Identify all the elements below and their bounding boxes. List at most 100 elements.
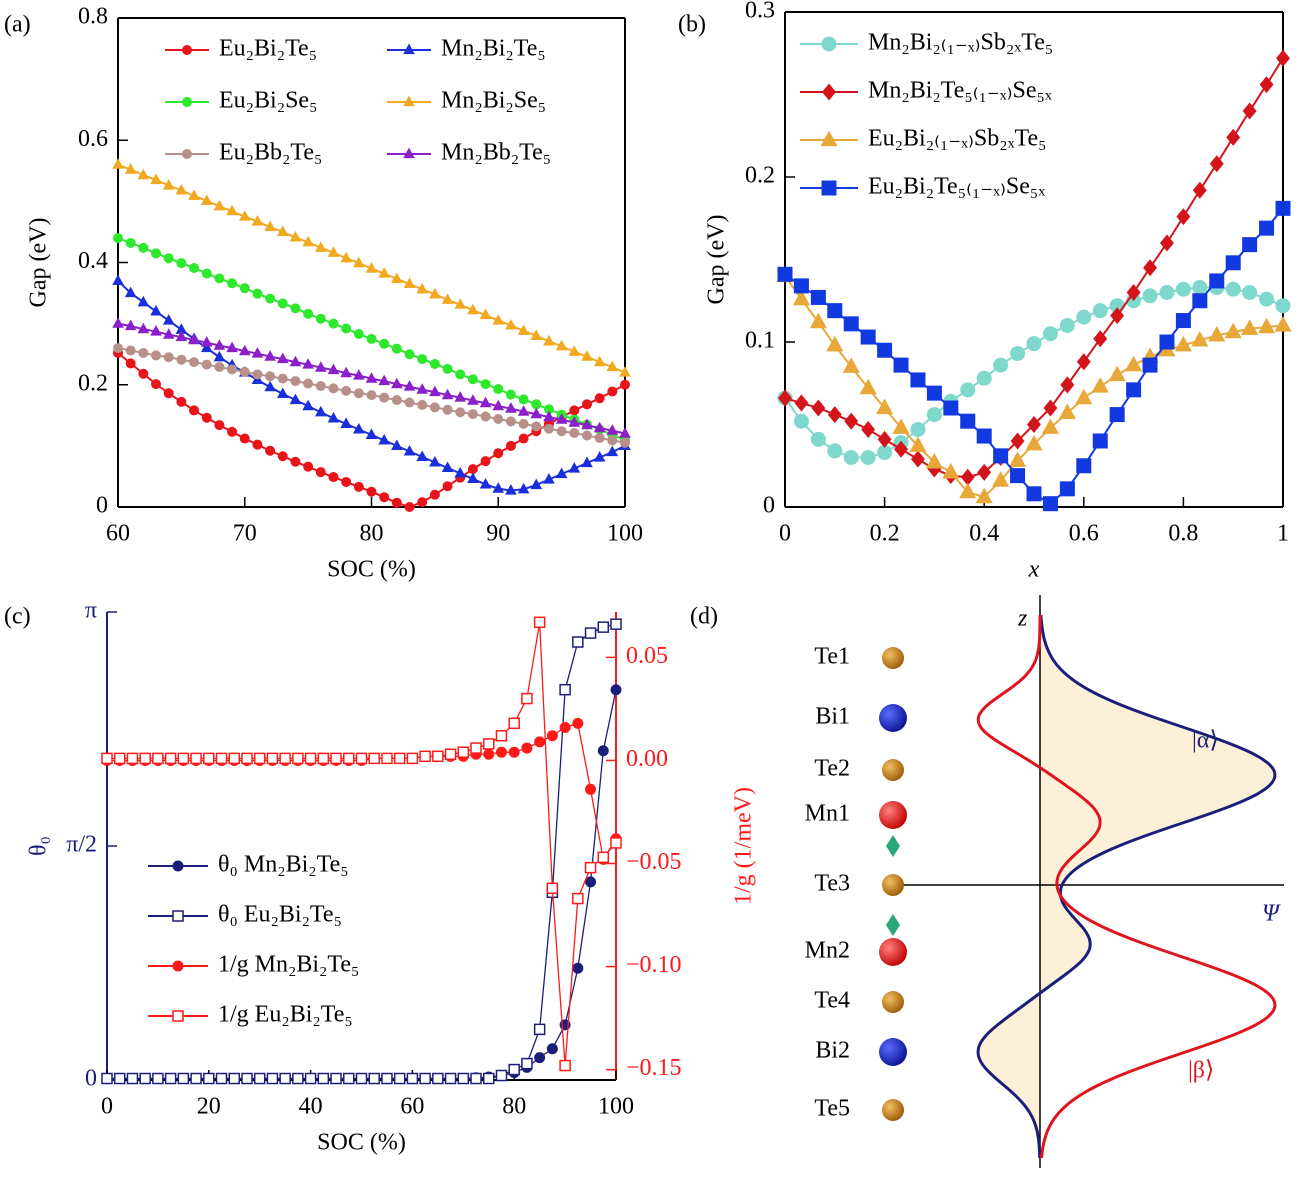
marker <box>239 433 250 444</box>
marker <box>581 456 593 468</box>
marker <box>1224 322 1242 339</box>
marker <box>1159 334 1175 350</box>
marker <box>124 319 137 331</box>
marker <box>265 445 276 456</box>
marker <box>152 752 164 765</box>
marker <box>877 342 893 358</box>
marker <box>177 1072 190 1085</box>
marker <box>960 413 976 429</box>
marker <box>139 1072 151 1085</box>
marker <box>467 394 479 405</box>
marker <box>531 421 542 432</box>
marker <box>483 1072 495 1085</box>
marker <box>581 430 592 441</box>
marker <box>492 314 505 325</box>
marker <box>303 461 314 472</box>
marker <box>368 1072 380 1085</box>
marker <box>341 385 352 396</box>
marker <box>572 892 584 905</box>
marker <box>139 752 151 765</box>
marker <box>569 428 580 439</box>
marker <box>1108 365 1126 382</box>
marker <box>597 851 610 864</box>
marker <box>138 242 149 253</box>
marker <box>276 225 289 237</box>
marker <box>530 478 543 490</box>
marker <box>454 466 467 478</box>
marker <box>214 273 225 284</box>
marker <box>113 343 123 354</box>
marker <box>189 263 200 274</box>
marker <box>317 1072 330 1085</box>
marker <box>215 752 228 765</box>
marker <box>483 738 495 750</box>
atom-label: Bi1 <box>815 704 850 730</box>
marker <box>517 405 530 416</box>
marker <box>432 1072 444 1085</box>
marker <box>302 235 314 247</box>
x-tick-label: 70 <box>233 521 257 547</box>
marker <box>827 406 842 424</box>
marker <box>467 374 478 385</box>
marker <box>826 335 844 352</box>
marker <box>1092 433 1108 449</box>
marker <box>419 1072 431 1085</box>
marker <box>290 303 301 314</box>
legend-marker <box>821 36 837 52</box>
marker <box>619 427 631 438</box>
legend-marker <box>403 95 415 107</box>
marker <box>518 394 529 405</box>
marker <box>508 746 520 758</box>
marker <box>429 358 440 369</box>
legend-label: 1/g Mn₂Bi₂Te₅ <box>218 952 359 978</box>
marker <box>610 684 622 696</box>
marker <box>188 333 200 345</box>
marker <box>175 330 188 342</box>
marker <box>444 1072 457 1085</box>
marker <box>1175 281 1191 297</box>
marker <box>960 382 976 398</box>
marker <box>176 354 187 365</box>
marker <box>137 168 150 180</box>
marker <box>391 395 402 406</box>
marker <box>1143 259 1157 277</box>
marker <box>365 372 378 383</box>
y2-tick-label: −0.05 <box>626 849 682 875</box>
marker <box>480 379 491 390</box>
marker <box>1025 434 1043 451</box>
marker <box>517 482 530 494</box>
atom <box>879 704 907 732</box>
marker <box>126 1072 139 1085</box>
marker <box>252 439 263 450</box>
marker <box>251 215 264 226</box>
marker <box>593 355 606 367</box>
marker <box>188 189 200 200</box>
marker <box>810 431 826 447</box>
marker <box>203 752 215 765</box>
marker <box>607 386 618 397</box>
legend-marker <box>403 147 415 159</box>
marker <box>429 489 440 500</box>
y-tick-label: π/2 <box>66 832 97 858</box>
marker <box>1042 496 1058 512</box>
marker <box>330 752 342 765</box>
legend-marker <box>182 149 192 159</box>
x-tick-label: 20 <box>197 1094 221 1120</box>
marker <box>379 492 390 503</box>
marker <box>227 278 238 289</box>
marker <box>597 745 609 757</box>
marker <box>581 399 592 410</box>
marker <box>302 399 314 411</box>
marker <box>910 372 926 388</box>
alpha-curve <box>976 614 1277 1158</box>
marker <box>215 1072 228 1085</box>
marker <box>228 752 240 765</box>
marker <box>479 308 492 320</box>
marker <box>201 268 212 279</box>
marker <box>113 1072 126 1085</box>
marker <box>264 350 276 361</box>
marker <box>138 347 149 358</box>
marker <box>1126 382 1142 398</box>
marker <box>518 418 529 429</box>
marker <box>226 204 238 216</box>
